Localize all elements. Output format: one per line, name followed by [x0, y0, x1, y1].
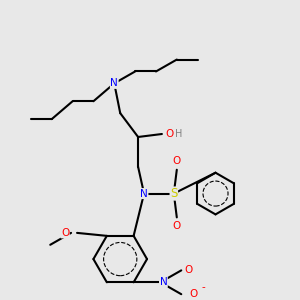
Text: S: S	[170, 187, 178, 200]
Text: N: N	[140, 189, 148, 199]
Text: N: N	[160, 277, 167, 287]
Text: H: H	[175, 129, 182, 139]
Text: O: O	[189, 289, 197, 299]
Text: N: N	[110, 78, 118, 88]
Text: O: O	[173, 221, 181, 231]
Text: O: O	[165, 129, 173, 139]
Text: -: -	[202, 282, 206, 292]
Text: O: O	[173, 156, 181, 166]
Text: O: O	[61, 228, 69, 238]
Text: O: O	[184, 266, 193, 275]
